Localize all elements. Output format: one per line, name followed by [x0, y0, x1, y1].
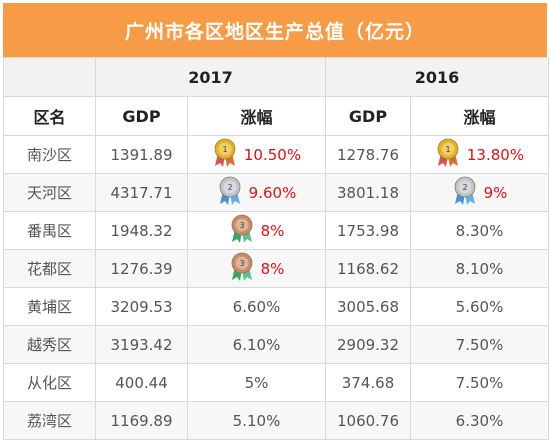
growth-2016-cell: 7.50% — [410, 363, 549, 402]
growth-2016-value: 8.10% — [455, 259, 504, 278]
growth-2017-cell: 6.10% — [187, 325, 326, 364]
gdp-table: 2017 2016 区名 GDP 涨幅 GDP 涨幅 南沙区 1391.89 1 10… — [3, 57, 549, 440]
gdp-2017-value: 3193.42 — [95, 325, 188, 364]
growth-2017-value: 8% — [260, 259, 285, 278]
silver-medal-icon: 2 — [452, 176, 478, 210]
bronze-medal-icon: 3 — [229, 252, 255, 286]
gold-medal-icon: 1 — [435, 138, 461, 172]
growth-2016-cell: 5.60% — [410, 287, 549, 326]
table-row: 番禺区 1948.32 3 8% 1753.98 8.30% — [3, 211, 549, 250]
svg-text:1: 1 — [445, 145, 450, 154]
table-row: 花都区 1276.39 3 8% 1168.62 8.10% — [3, 249, 549, 288]
svg-text:2: 2 — [462, 183, 467, 192]
growth-2016-cell: 8.10% — [410, 249, 549, 288]
growth-2017-value: 9.60% — [248, 183, 297, 202]
gdp-2017-value: 1948.32 — [95, 211, 188, 250]
district-name: 越秀区 — [3, 325, 96, 364]
gdp-2017-header: GDP — [95, 96, 188, 136]
gdp-2017-value: 1169.89 — [95, 401, 188, 440]
growth-2016-value: 13.80% — [466, 145, 525, 164]
table-row: 天河区 4317.71 2 9.60% 3801.18 2 9% — [3, 173, 549, 212]
gdp-2017-value: 3209.53 — [95, 287, 188, 326]
gdp-2016-value: 2909.32 — [325, 325, 411, 364]
table-title: 广州市各区地区生产总值（亿元） — [3, 3, 547, 57]
growth-2017-value: 6.60% — [232, 297, 281, 316]
column-header-row: 区名 GDP 涨幅 GDP 涨幅 — [3, 96, 549, 136]
gdp-2016-value: 374.68 — [325, 363, 411, 402]
district-name: 花都区 — [3, 249, 96, 288]
growth-2017-value: 5% — [244, 373, 269, 392]
growth-2016-cell: 2 9% — [410, 173, 549, 212]
growth-2017-header: 涨幅 — [187, 96, 326, 136]
growth-2016-value: 5.60% — [455, 297, 504, 316]
growth-2017-cell: 3 8% — [187, 249, 326, 288]
svg-text:3: 3 — [239, 259, 244, 268]
year-2016-header: 2016 — [325, 57, 549, 97]
district-name: 番禺区 — [3, 211, 96, 250]
table-row: 黄埔区 3209.53 6.60% 3005.68 5.60% — [3, 287, 549, 326]
svg-text:1: 1 — [222, 145, 227, 154]
gdp-2016-value: 1753.98 — [325, 211, 411, 250]
year-header-blank — [3, 57, 96, 97]
gdp-2016-value: 1060.76 — [325, 401, 411, 440]
growth-2017-value: 8% — [260, 221, 285, 240]
growth-2017-value: 10.50% — [243, 145, 302, 164]
district-name: 荔湾区 — [3, 401, 96, 440]
gdp-2017-value: 1276.39 — [95, 249, 188, 288]
gdp-2017-value: 400.44 — [95, 363, 188, 402]
district-name: 南沙区 — [3, 135, 96, 174]
year-header-row: 2017 2016 — [3, 57, 549, 97]
gold-medal-icon: 1 — [212, 138, 238, 172]
growth-2016-cell: 7.50% — [410, 325, 549, 364]
growth-2017-cell: 3 8% — [187, 211, 326, 250]
table-row: 荔湾区 1169.89 5.10% 1060.76 6.30% — [3, 401, 549, 440]
growth-2016-value: 9% — [483, 183, 508, 202]
table-row: 从化区 400.44 5% 374.68 7.50% — [3, 363, 549, 402]
growth-2016-value: 7.50% — [455, 335, 504, 354]
growth-2016-cell: 8.30% — [410, 211, 549, 250]
gdp-2016-value: 3801.18 — [325, 173, 411, 212]
growth-2017-cell: 5.10% — [187, 401, 326, 440]
growth-2016-cell: 1 13.80% — [410, 135, 549, 174]
silver-medal-icon: 2 — [217, 176, 243, 210]
gdp-2016-value: 1168.62 — [325, 249, 411, 288]
table-row: 越秀区 3193.42 6.10% 2909.32 7.50% — [3, 325, 549, 364]
gdp-2017-value: 4317.71 — [95, 173, 188, 212]
gdp-2017-value: 1391.89 — [95, 135, 188, 174]
growth-2017-cell: 6.60% — [187, 287, 326, 326]
growth-2017-value: 5.10% — [232, 411, 281, 430]
year-2017-header: 2017 — [95, 57, 326, 97]
district-header: 区名 — [3, 96, 96, 136]
district-name: 天河区 — [3, 173, 96, 212]
gdp-2016-header: GDP — [325, 96, 411, 136]
growth-2016-header: 涨幅 — [410, 96, 549, 136]
growth-2016-cell: 6.30% — [410, 401, 549, 440]
district-name: 从化区 — [3, 363, 96, 402]
growth-2016-value: 8.30% — [455, 221, 504, 240]
growth-2017-cell: 1 10.50% — [187, 135, 326, 174]
table-row: 南沙区 1391.89 1 10.50% 1278.76 1 13.80% — [3, 135, 549, 174]
svg-text:3: 3 — [239, 221, 244, 230]
bronze-medal-icon: 3 — [229, 214, 255, 248]
growth-2017-cell: 5% — [187, 363, 326, 402]
growth-2017-value: 6.10% — [232, 335, 281, 354]
gdp-2016-value: 3005.68 — [325, 287, 411, 326]
gdp-2016-value: 1278.76 — [325, 135, 411, 174]
growth-2016-value: 6.30% — [455, 411, 504, 430]
growth-2017-cell: 2 9.60% — [187, 173, 326, 212]
svg-text:2: 2 — [227, 183, 232, 192]
growth-2016-value: 7.50% — [455, 373, 504, 392]
district-name: 黄埔区 — [3, 287, 96, 326]
